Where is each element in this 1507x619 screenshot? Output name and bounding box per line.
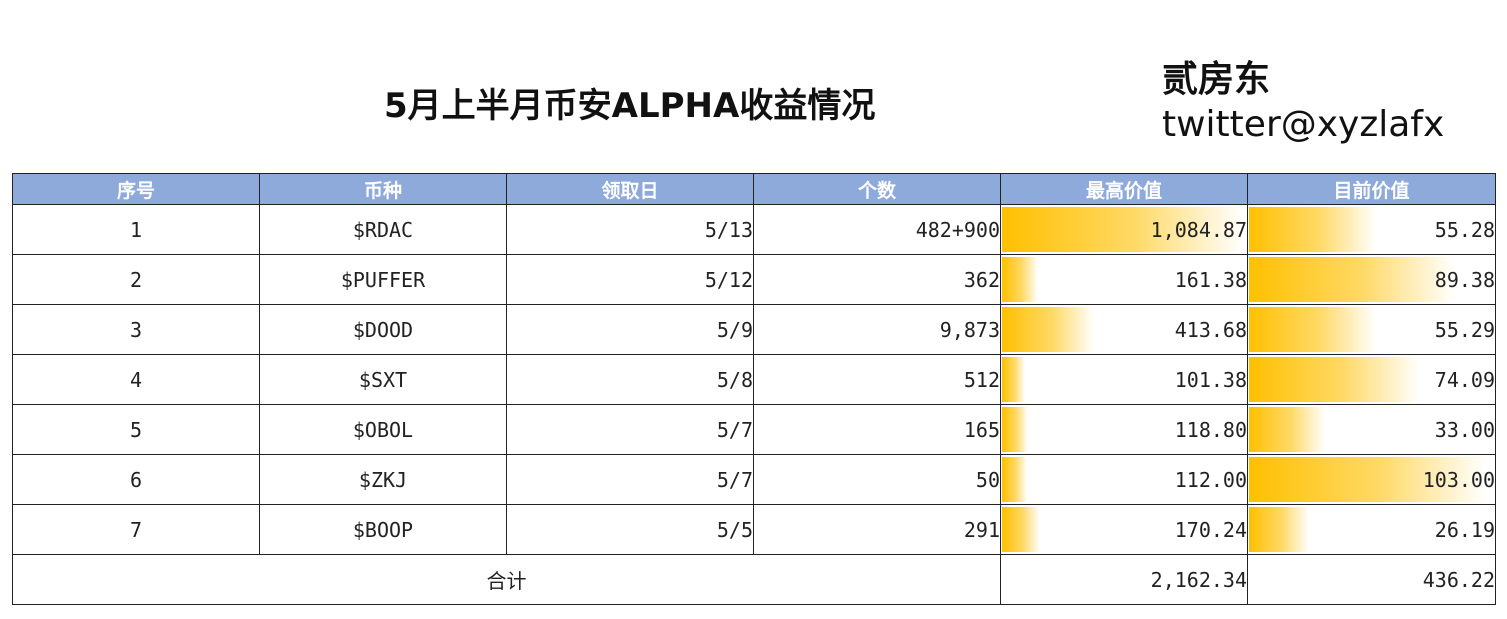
header-coin: 币种 (259, 173, 507, 205)
table-row: 1 $RDAC 5/13 482+900 1,084.87 55.28 (12, 204, 1496, 255)
header-current-value: 目前价值 (1247, 173, 1496, 205)
claim-date: 5/5 (506, 504, 754, 555)
table-row: 6 $ZKJ 5/7 50 112.00 103.00 (12, 454, 1496, 505)
header-date: 领取日 (506, 173, 754, 205)
current-value-cell-text: 33.00 (1434, 417, 1495, 442)
current-value-cell: 55.28 (1247, 204, 1496, 255)
max-value-cell-databar (1002, 457, 1027, 502)
current-value-cell-text: 89.38 (1434, 267, 1495, 292)
max-value-cell-databar (1002, 207, 1244, 252)
current-value-cell-text: 74.09 (1434, 367, 1495, 392)
max-value-cell-databar (1002, 407, 1029, 452)
current-value-cell-databar (1249, 257, 1455, 302)
row-index: 6 (12, 454, 260, 505)
table-header-row: 序号 币种 领取日 个数 最高价值 目前价值 (12, 173, 1496, 205)
header-index: 序号 (12, 173, 260, 205)
max-value-cell-databar (1002, 357, 1025, 402)
claim-date: 5/13 (506, 204, 754, 255)
coin-symbol: $OBOL (259, 404, 507, 455)
author-name: 贰房东 (1162, 59, 1271, 100)
max-value-cell-text: 170.24 (1174, 517, 1247, 542)
row-index: 5 (12, 404, 260, 455)
max-value-cell: 112.00 (1000, 454, 1248, 505)
coin-symbol: $DOOD (259, 304, 507, 355)
coin-symbol: $PUFFER (259, 254, 507, 305)
max-value-cell-text: 101.38 (1174, 367, 1247, 392)
coin-symbol: $SXT (259, 354, 507, 405)
current-value-cell-databar (1249, 457, 1487, 502)
row-index: 2 (12, 254, 260, 305)
current-value-cell: 26.19 (1247, 504, 1496, 555)
current-value-cell: 33.00 (1247, 404, 1496, 455)
quantity: 50 (753, 454, 1001, 505)
current-value-cell: 89.38 (1247, 254, 1496, 305)
row-index: 3 (12, 304, 260, 355)
table-row: 3 $DOOD 5/9 9,873 413.68 55.29 (12, 304, 1496, 355)
max-value-cell: 161.38 (1000, 254, 1248, 305)
quantity: 9,873 (753, 304, 1001, 355)
current-value-cell-databar (1249, 407, 1326, 452)
current-value-cell-databar (1249, 207, 1377, 252)
current-value-cell-text: 26.19 (1434, 517, 1495, 542)
max-value-cell-text: 112.00 (1174, 467, 1247, 492)
claim-date: 5/12 (506, 254, 754, 305)
total-label: 合计 (12, 554, 1001, 605)
max-value-cell: 413.68 (1000, 304, 1248, 355)
max-value-cell-text: 1,084.87 (1150, 217, 1247, 242)
coin-symbol: $ZKJ (259, 454, 507, 505)
claim-date: 5/9 (506, 304, 754, 355)
earnings-table: 序号 币种 领取日 个数 最高价值 目前价值 1 $RDAC 5/13 482+900… (12, 173, 1496, 605)
coin-symbol: $BOOP (259, 504, 507, 555)
quantity: 165 (753, 404, 1001, 455)
current-value-cell: 74.09 (1247, 354, 1496, 405)
max-value-cell-text: 161.38 (1174, 267, 1247, 292)
max-value-cell: 170.24 (1000, 504, 1248, 555)
row-index: 7 (12, 504, 260, 555)
total-current-value: 436.22 (1247, 554, 1496, 605)
table-body: 1 $RDAC 5/13 482+900 1,084.87 55.28 2 $PUFFER 5/… (12, 204, 1496, 555)
claim-date: 5/7 (506, 404, 754, 455)
max-value-cell-text: 413.68 (1174, 317, 1247, 342)
table-row: 7 $BOOP 5/5 291 170.24 26.19 (12, 504, 1496, 555)
max-value-cell-databar (1002, 507, 1040, 552)
table-row: 4 $SXT 5/8 512 101.38 74.09 (12, 354, 1496, 405)
max-value-cell-text: 118.80 (1174, 417, 1247, 442)
max-value-cell: 101.38 (1000, 354, 1248, 405)
table-row: 5 $OBOL 5/7 165 118.80 33.00 (12, 404, 1496, 455)
quantity: 512 (753, 354, 1001, 405)
max-value-cell: 1,084.87 (1000, 204, 1248, 255)
claim-date: 5/8 (506, 354, 754, 405)
header-quantity: 个数 (753, 173, 1001, 205)
row-index: 4 (12, 354, 260, 405)
author-handle: twitter@xyzlafx (1162, 104, 1445, 145)
max-value-cell-databar (1002, 307, 1094, 352)
current-value-cell: 103.00 (1247, 454, 1496, 505)
max-value-cell: 118.80 (1000, 404, 1248, 455)
current-value-cell-text: 103.00 (1422, 467, 1495, 492)
current-value-cell-databar (1249, 507, 1310, 552)
quantity: 482+900 (753, 204, 1001, 255)
current-value-cell-databar (1249, 307, 1377, 352)
quantity: 291 (753, 504, 1001, 555)
current-value-cell-databar (1249, 357, 1420, 402)
coin-symbol: $RDAC (259, 204, 507, 255)
page-title: 5月上半月币安ALPHA收益情况 (384, 86, 876, 126)
table-row: 2 $PUFFER 5/12 362 161.38 89.38 (12, 254, 1496, 305)
row-index: 1 (12, 204, 260, 255)
current-value-cell: 55.29 (1247, 304, 1496, 355)
current-value-cell-text: 55.29 (1434, 317, 1495, 342)
total-row: 合计 2,162.34 436.22 (12, 554, 1496, 605)
current-value-cell-text: 55.28 (1434, 217, 1495, 242)
total-max-value: 2,162.34 (1000, 554, 1248, 605)
header-max-value: 最高价值 (1000, 173, 1248, 205)
claim-date: 5/7 (506, 454, 754, 505)
max-value-cell-databar (1002, 257, 1038, 302)
quantity: 362 (753, 254, 1001, 305)
